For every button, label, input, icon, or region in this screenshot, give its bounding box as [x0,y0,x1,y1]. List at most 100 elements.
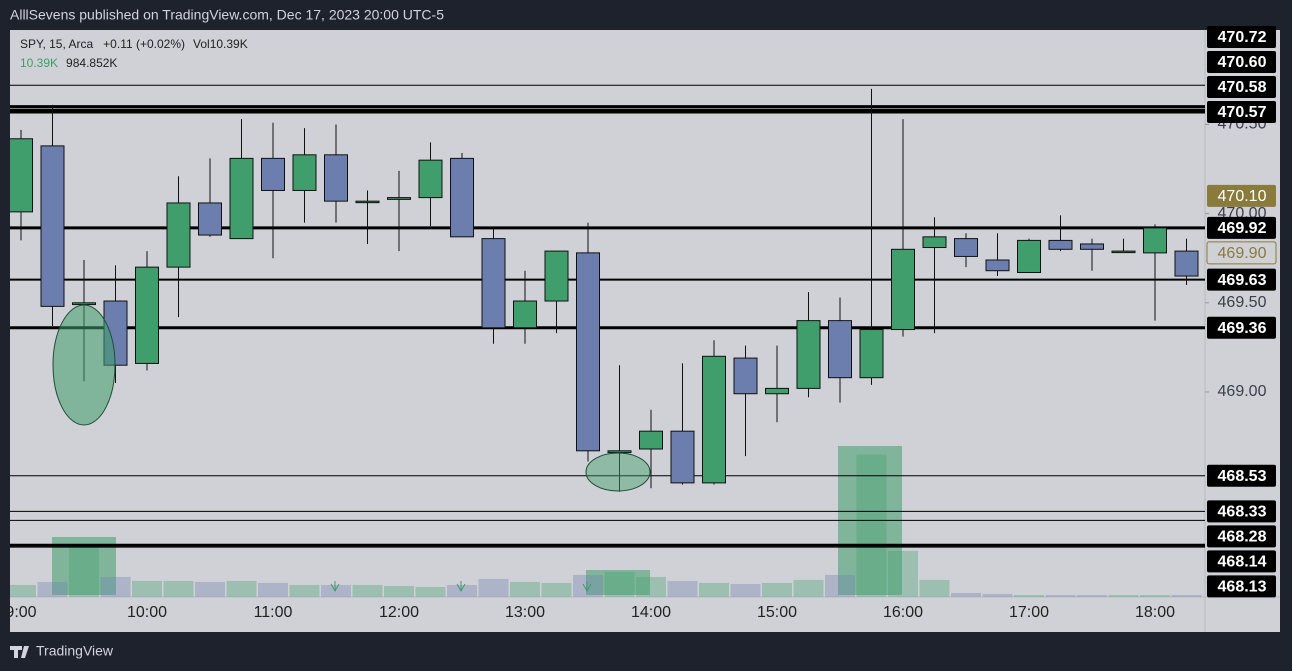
volume-bar [636,576,666,597]
plot [10,84,1205,597]
volume-bar [982,593,1013,597]
x-tick-label: 12:00 [379,604,419,621]
candle-body [166,202,191,268]
badge-label: 468.53 [1218,468,1267,485]
badge-bg [1207,525,1276,548]
price-badge: 468.53 [1207,464,1276,487]
badge-bg [1207,500,1276,523]
volume-bar [825,574,855,597]
legend-symbol: SPY, 15, Arca [20,37,93,51]
volume-bar [447,584,477,597]
volume-bar [226,580,257,597]
candle-body [576,252,600,452]
candle-body [1111,250,1136,254]
badge-label: 470.57 [1218,104,1267,121]
volume-bar [132,580,162,597]
price-badge: 469.36 [1207,316,1276,339]
volume-bar [321,584,351,597]
x-tick-label: 15:00 [757,604,797,621]
candle-body [40,145,65,307]
badge-label: 469.92 [1218,220,1267,237]
candle-body [891,248,915,331]
drawings [52,304,651,593]
candle-body [261,157,285,191]
candle-body [922,236,947,249]
candle-body [702,355,726,484]
volume-bar [69,546,99,597]
candle-body [954,238,978,257]
badge-bg [1207,101,1276,124]
volume-bar [415,586,446,597]
badge-label: 468.13 [1218,579,1267,596]
price-badge: 469.92 [1207,216,1276,239]
arrow [330,581,340,593]
legend-volume-value: 10.39K [20,56,58,70]
candle-body [765,387,789,395]
badge-label: 470.72 [1218,29,1267,46]
volume-bar [667,580,698,597]
badge-bg [1206,241,1277,265]
volume-bar [888,550,918,597]
price-badge: 470.10 [1207,184,1276,207]
price-badge: 468.28 [1207,525,1276,548]
y-tick-label: 469.50 [1218,294,1267,311]
volume-bar [951,592,981,597]
candle-body [513,300,537,329]
legend: 10.39K 984.852K [20,56,117,70]
volume-bar [1140,594,1170,597]
volume-bar [1045,594,1076,597]
publisher: AlllSevens published on TradingView.com,… [10,7,444,23]
x-tick-label: 17:00 [1009,604,1049,621]
volume-bar [163,580,194,597]
candle-body [733,357,758,395]
logo [10,646,29,658]
drawing-ellipse [585,452,651,492]
volume-bar [289,584,320,597]
volume-bar [762,582,792,597]
candle-body [607,450,632,454]
badge-bg [1207,575,1276,598]
price-badge: 468.14 [1207,550,1276,573]
volume-bar [730,583,761,597]
badge-label: 470.60 [1218,54,1267,71]
badge-label: 468.33 [1218,504,1267,521]
arrow [456,581,466,593]
badge-label: 468.14 [1218,554,1267,571]
candle-body [418,159,443,199]
badge-label: 469.36 [1218,320,1267,337]
candle-body [135,266,159,364]
badge-label: 469.63 [1218,272,1267,289]
volume-bar [1108,594,1139,597]
volume-bar [1171,594,1202,597]
badge-bg [1207,51,1276,74]
volume-bar [919,579,950,597]
volume-bar [1014,594,1044,597]
x-tick-label: 18:00 [1135,604,1175,621]
volume-bar [258,582,288,597]
candle-body [1080,243,1104,250]
price-badge: 470.60 [1207,51,1276,74]
candle-body [1143,227,1167,254]
volume-bar [699,582,729,597]
volume-bar [195,581,225,597]
volume-bar [541,582,572,597]
candle-body [387,197,411,200]
volume-bar [352,584,383,597]
badge-bg [1207,316,1276,339]
x-tick-label: 10:00 [127,604,167,621]
volume-bar [793,579,824,597]
drawing-ellipse [52,304,116,426]
price-badge: 468.13 [1207,575,1276,598]
candle-body [828,320,852,379]
volume-bar [384,585,414,597]
volume-bar [37,581,68,597]
price-badge: 470.57 [1207,101,1276,124]
candle-body [1174,250,1199,277]
badge-bg [1207,550,1276,573]
candle-body [1048,239,1073,250]
candle-body [639,430,663,450]
candle-body [324,154,348,202]
price-badge: 469.63 [1207,268,1276,291]
badge-label: 470.10 [1218,188,1267,205]
candle-body [481,238,506,329]
